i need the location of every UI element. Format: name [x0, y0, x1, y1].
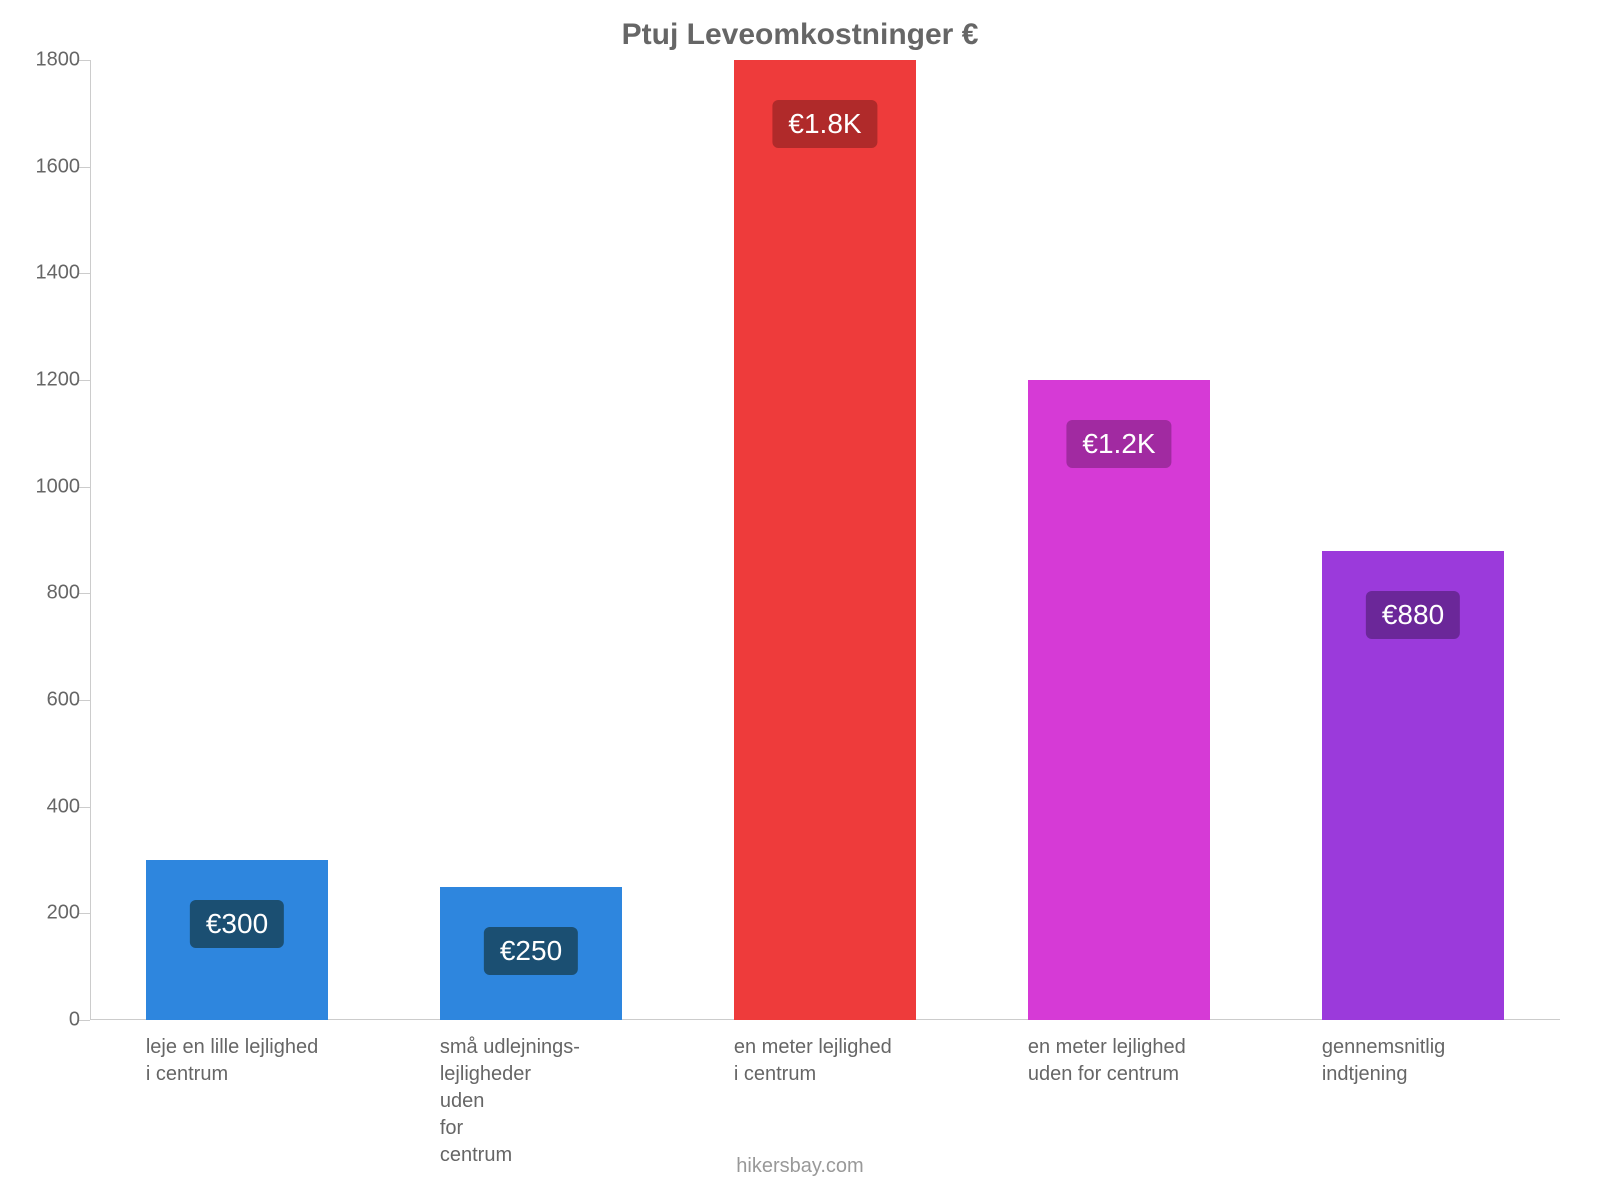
- x-category-label: små udlejnings-lejlighederudenforcentrum: [440, 1034, 652, 1169]
- y-tick-label: 1400: [10, 262, 80, 285]
- x-category-label: leje en lille lejlighedi centrum: [146, 1034, 358, 1088]
- y-tick-label: 1200: [10, 369, 80, 392]
- bar-value-badge: €880: [1366, 591, 1460, 639]
- y-tick-label: 0: [10, 1009, 80, 1032]
- bar-value-badge: €1.8K: [772, 100, 877, 148]
- y-tick-label: 600: [10, 689, 80, 712]
- y-tick-label: 1600: [10, 155, 80, 178]
- x-category-label: en meter lejligheduden for centrum: [1028, 1034, 1240, 1088]
- bar-value-badge: €1.2K: [1066, 420, 1171, 468]
- y-tick-label: 800: [10, 582, 80, 605]
- x-category-label: gennemsnitligindtjening: [1322, 1034, 1534, 1088]
- y-tick-label: 400: [10, 795, 80, 818]
- bar: [734, 60, 916, 1020]
- x-category-label: en meter lejlighedi centrum: [734, 1034, 946, 1088]
- y-tick-label: 200: [10, 902, 80, 925]
- credit-text: hikersbay.com: [0, 1155, 1600, 1178]
- chart-title: Ptuj Leveomkostninger €: [0, 18, 1600, 52]
- plot-area: 020040060080010001200140016001800€300lej…: [90, 60, 1560, 1020]
- y-tick-label: 1800: [10, 49, 80, 72]
- bar-value-badge: €300: [190, 900, 284, 948]
- y-axis-line: [90, 60, 91, 1020]
- bar-value-badge: €250: [484, 927, 578, 975]
- chart-container: Ptuj Leveomkostninger € 0200400600800100…: [0, 0, 1600, 1200]
- y-tick-label: 1000: [10, 475, 80, 498]
- bar: [1028, 380, 1210, 1020]
